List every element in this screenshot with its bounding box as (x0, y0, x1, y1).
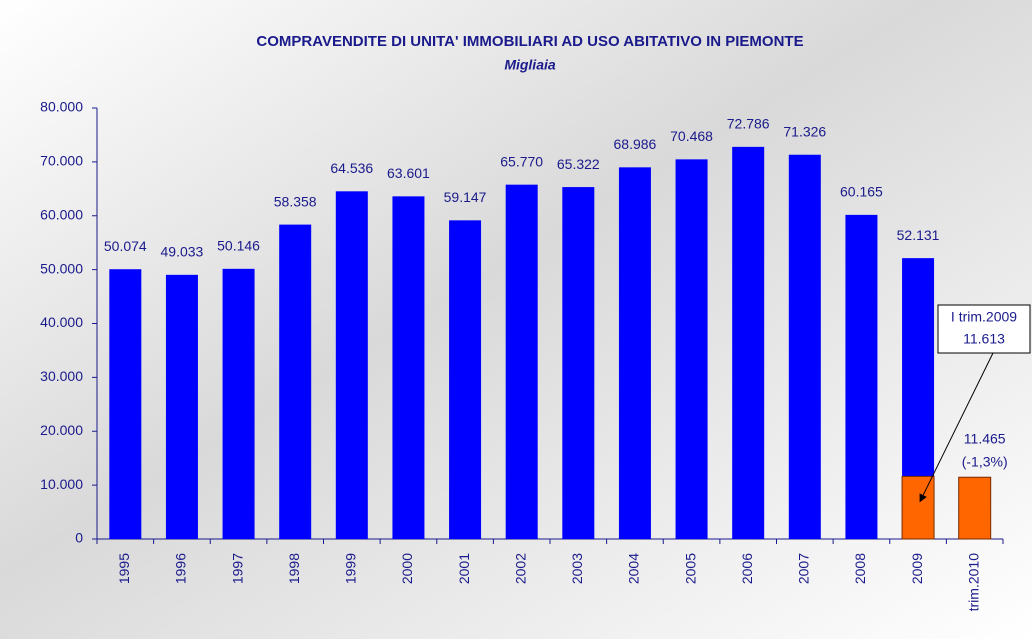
bar (335, 191, 368, 539)
value-label: 70.468 (670, 128, 713, 144)
bar (505, 184, 538, 539)
x-tick-label: trim.2010 (965, 553, 981, 612)
value-label: 60.165 (840, 184, 883, 200)
y-tick-label: 80.000 (40, 99, 83, 115)
bar (449, 220, 482, 540)
annotation-box (937, 304, 1031, 354)
value-label: 65.770 (500, 153, 543, 169)
value-label: 71.326 (783, 123, 826, 139)
x-tick-label: 2008 (852, 553, 868, 584)
bar (618, 167, 651, 539)
x-tick-label: 1996 (173, 553, 189, 584)
x-tick-label: 1997 (229, 553, 245, 584)
bar (845, 214, 878, 539)
y-tick-label: 60.000 (40, 206, 83, 222)
x-tick-label: 2002 (512, 553, 528, 584)
value-label: 52.131 (897, 227, 940, 243)
value-label: 65.322 (557, 156, 600, 172)
bar (222, 268, 255, 539)
value-label: 72.786 (727, 116, 770, 132)
value-label: 58.358 (274, 193, 317, 209)
x-tick-label: 2003 (569, 553, 585, 584)
annotation-arrow (919, 352, 994, 503)
y-tick-label: 40.000 (40, 314, 83, 330)
x-tick-label: 1999 (343, 553, 359, 584)
x-tick-label: 2009 (909, 553, 925, 584)
bar (958, 476, 992, 540)
y-tick-label: 20.000 (40, 422, 83, 438)
bar (562, 187, 595, 539)
bar (675, 159, 708, 540)
value-label: 68.986 (614, 136, 657, 152)
y-tick-label: 0 (75, 530, 83, 546)
bar (901, 475, 935, 540)
value-label: 50.074 (104, 238, 147, 254)
x-tick-label: 1995 (116, 553, 132, 584)
x-tick-label: 2004 (626, 553, 642, 584)
value-label: 11.465 (964, 431, 1006, 447)
value-label: 11.613 (963, 331, 1005, 347)
bar (165, 274, 198, 539)
chart-subtitle: Migliaia (504, 57, 556, 73)
bar (109, 269, 142, 539)
bar (732, 146, 765, 539)
y-tick-label: 50.000 (40, 260, 83, 276)
x-tick-label: 2006 (739, 553, 755, 584)
y-tick-label: 70.000 (40, 153, 83, 169)
bar (279, 224, 312, 540)
value-label: 63.601 (387, 165, 430, 181)
x-tick-label: 1998 (286, 553, 302, 584)
bar (392, 196, 425, 539)
x-tick-label: 2007 (796, 553, 812, 584)
value-label: 50.146 (217, 238, 260, 254)
chart-title: COMPRAVENDITE DI UNITA' IMMOBILIARI AD U… (256, 33, 803, 50)
y-tick-label: 30.000 (40, 368, 83, 384)
x-tick-label: 2001 (456, 553, 472, 584)
value-label: 64.536 (330, 160, 373, 176)
x-tick-label: 2005 (682, 553, 698, 584)
y-tick-label: 10.000 (40, 476, 83, 492)
value-label: 59.147 (444, 189, 487, 205)
value-label: 49.033 (161, 244, 204, 260)
bar (788, 154, 821, 539)
annotation: I trim.2009 (951, 309, 1017, 325)
annotation: (-1,3%) (962, 454, 1008, 470)
x-tick-label: 2000 (399, 553, 415, 584)
